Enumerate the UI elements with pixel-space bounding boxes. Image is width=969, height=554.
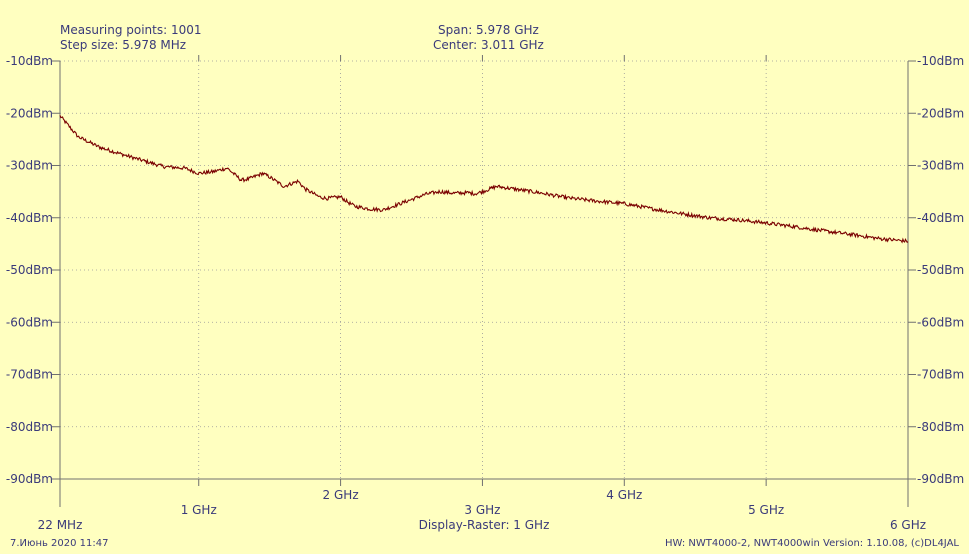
span-label: Span: 5.978 GHz bbox=[438, 23, 539, 37]
display-raster-label: Display-Raster: 1 GHz bbox=[419, 518, 550, 532]
y-tick-label-right: -20dBm bbox=[917, 106, 964, 120]
step-size-label: Step size: 5.978 MHz bbox=[60, 38, 187, 52]
y-tick-label-right: -80dBm bbox=[917, 420, 964, 434]
y-tick-label: -40dBm bbox=[6, 211, 53, 225]
grid-lines bbox=[60, 60, 908, 480]
y-axis-labels: -10dBm -10dBm -20dBm -20dBm -30dBm -30dBm -40d… bbox=[6, 54, 964, 486]
y-tick-label-right: -90dBm bbox=[917, 472, 964, 486]
y-tick-label-right: -50dBm bbox=[917, 263, 964, 277]
y-tick-label-right: -60dBm bbox=[917, 315, 964, 329]
y-tick-label: -20dBm bbox=[6, 106, 53, 120]
y-tick-label-right: -30dBm bbox=[917, 159, 964, 173]
x-start-label: 22 MHz bbox=[38, 518, 83, 532]
x-tick-label: 5 GHz bbox=[748, 503, 784, 517]
y-tick-label: -80dBm bbox=[6, 420, 53, 434]
y-tick-label-right: -70dBm bbox=[917, 368, 964, 382]
date-time-label: 7.Июнь 2020 11:47 bbox=[10, 538, 109, 549]
y-tick-label: -70dBm bbox=[6, 368, 53, 382]
axes bbox=[52, 55, 916, 507]
x-axis-labels: 1 GHz 2 GHz 3 GHz 4 GHz 5 GHz 22 MHz 6 GHz Disp… bbox=[38, 488, 926, 532]
y-tick-label-right: -10dBm bbox=[917, 54, 964, 68]
sweep-trace bbox=[59, 115, 909, 244]
y-tick-label: -90dBm bbox=[6, 472, 53, 486]
center-label: Center: 3.011 GHz bbox=[433, 38, 544, 52]
measuring-points-label: Measuring points: 1001 bbox=[60, 23, 202, 37]
y-tick-label: -30dBm bbox=[6, 159, 53, 173]
version-label: HW: NWT4000-2, NWT4000win Version: 1.10.… bbox=[665, 538, 959, 549]
y-tick-label: -10dBm bbox=[6, 54, 53, 68]
x-end-label: 6 GHz bbox=[890, 518, 926, 532]
x-tick-label: 2 GHz bbox=[323, 488, 359, 502]
x-tick-label: 1 GHz bbox=[181, 503, 217, 517]
y-tick-label: -60dBm bbox=[6, 315, 53, 329]
x-tick-label: 4 GHz bbox=[606, 488, 642, 502]
y-tick-label: -50dBm bbox=[6, 263, 53, 277]
y-tick-label-right: -40dBm bbox=[917, 211, 964, 225]
x-tick-label: 3 GHz bbox=[464, 503, 500, 517]
